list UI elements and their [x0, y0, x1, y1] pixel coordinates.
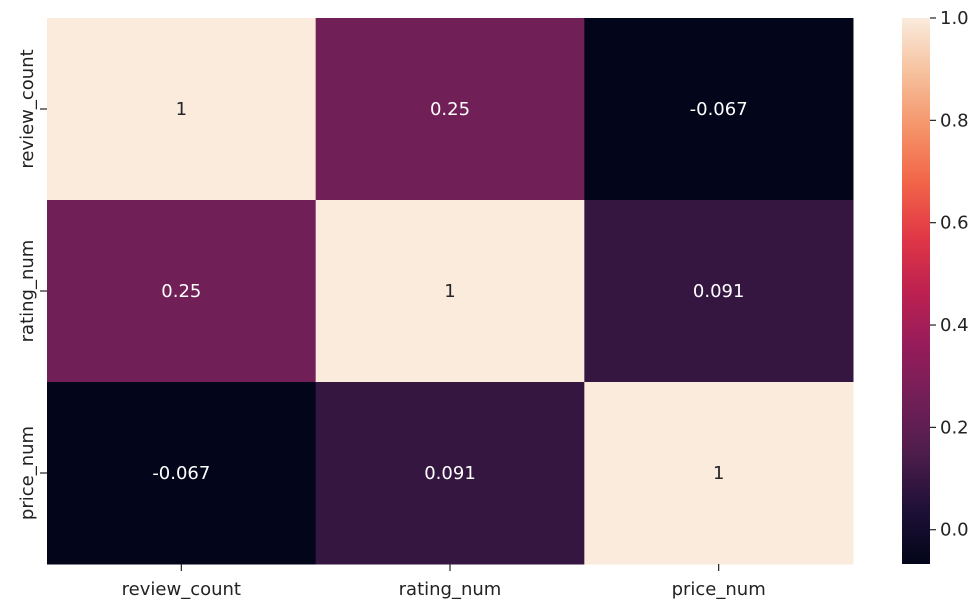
- x-tick-label: review_count: [122, 579, 241, 600]
- heatmap-cell: [47, 200, 317, 383]
- y-axis: review_count rating_num price_num: [17, 49, 47, 520]
- colorbar-tick-label: 1.0: [940, 8, 969, 29]
- heatmap-cell: [47, 382, 317, 565]
- cell-annotation: -0.067: [152, 463, 210, 484]
- heatmap-cell: [584, 382, 854, 565]
- heatmap-cell: [315, 18, 585, 201]
- y-tick-label: price_num: [17, 426, 38, 520]
- cell-annotation: 1: [444, 281, 455, 302]
- colorbar-tick-label: 0.8: [940, 110, 969, 131]
- x-axis: review_count rating_num price_num: [122, 564, 766, 600]
- y-tick-label: review_count: [17, 49, 38, 168]
- cell-annotation: 0.25: [430, 99, 470, 120]
- heatmap-cell: [315, 200, 585, 383]
- y-tick-label: rating_num: [17, 240, 38, 343]
- heatmap-cell: [584, 18, 854, 201]
- colorbar-gradient: [902, 18, 930, 564]
- colorbar-tick-label: 0.4: [940, 315, 969, 336]
- heatmap-cell: [47, 18, 317, 201]
- cell-annotation: 0.25: [161, 281, 201, 302]
- colorbar-tick-label: 0.0: [940, 520, 969, 541]
- colorbar-tick-label: 0.2: [940, 417, 969, 438]
- heatmap-cell: [315, 382, 585, 565]
- x-tick-label: price_num: [672, 579, 766, 600]
- cell-annotation: 0.091: [693, 281, 745, 302]
- cell-annotation: 1: [713, 463, 724, 484]
- heatmap-cells: [47, 18, 854, 565]
- cell-annotation: -0.067: [690, 99, 748, 120]
- cell-annotation: 1: [176, 99, 187, 120]
- heatmap-cell: [584, 200, 854, 383]
- cell-annotation: 0.091: [424, 463, 476, 484]
- heatmap-annotations: 1 0.25 -0.067 0.25 1 0.091 -0.067 0.091 1: [152, 99, 747, 484]
- x-tick-label: rating_num: [399, 579, 502, 600]
- colorbar-tick-label: 0.6: [940, 213, 969, 234]
- colorbar: 0.0 0.2 0.4 0.6 0.8 1.0: [902, 8, 969, 564]
